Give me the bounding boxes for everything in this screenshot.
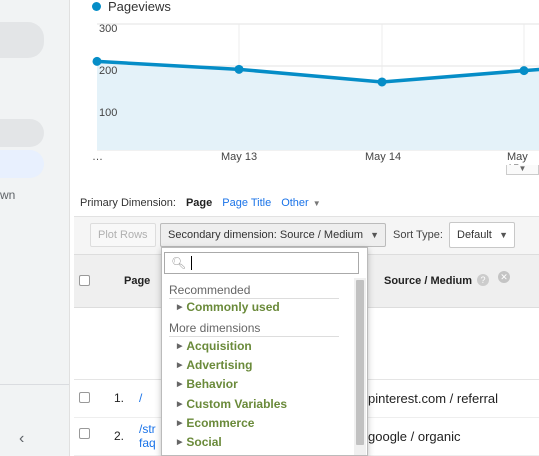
chevron-down-icon: ▼ (499, 230, 508, 240)
dimension-group-social[interactable]: ▶ Social (177, 435, 222, 449)
row-page-link[interactable]: / (139, 391, 143, 405)
text-cursor (191, 256, 192, 270)
y-tick-label: 200 (99, 65, 118, 77)
other-link[interactable]: Other (281, 197, 309, 209)
collapse-sidebar-icon[interactable]: ‹ (19, 430, 25, 447)
legend-label: Pageviews (108, 0, 171, 14)
x-tick-label: May 14 (365, 151, 402, 163)
pageviews-area (97, 61, 539, 150)
caret-right-icon: ▶ (177, 401, 183, 408)
column-header-source-medium[interactable]: Source / Medium (384, 275, 473, 287)
primary-dimension-label: Primary Dimension: (80, 197, 176, 209)
caret-right-icon: ▶ (177, 439, 183, 446)
help-icon[interactable]: ? (477, 274, 489, 286)
sidebar-item-selected[interactable] (0, 150, 44, 178)
row-page-link[interactable]: /str faq (139, 422, 156, 450)
plot-rows-button[interactable]: Plot Rows (90, 223, 156, 247)
search-icon: 🔍︎ (171, 256, 187, 270)
sidebar-divider (0, 384, 69, 385)
caret-right-icon: ▶ (177, 362, 183, 369)
primary-dimension-current: Page (185, 197, 213, 209)
dimension-group-acquisition[interactable]: ▶ Acquisition (177, 339, 252, 353)
caret-right-icon: ▶ (177, 343, 183, 350)
dimension-group-commonly-used[interactable]: ▶ Commonly used (177, 300, 280, 314)
secondary-dimension-select[interactable]: Secondary dimension: Source / Medium ▼ (160, 223, 386, 247)
data-point (377, 77, 387, 87)
row-number: 1. (114, 391, 125, 405)
column-header-page[interactable]: Page (124, 275, 151, 287)
recommended-heading: Recommended (169, 283, 339, 299)
primary-dimension-bar: Primary Dimension: Page Page Title Other… (80, 197, 321, 209)
row-number: 2. (114, 429, 125, 443)
row-source-medium[interactable]: pinterest.com / referral (368, 391, 499, 406)
sort-type-label: Sort Type: (393, 229, 443, 241)
caret-right-icon: ▶ (177, 304, 183, 311)
chevron-down-icon: ▼ (312, 198, 321, 208)
remove-dimension-icon[interactable]: ✕ (498, 271, 510, 283)
chevron-down-icon: ▼ (370, 230, 379, 240)
dimension-search-field[interactable]: 🔍︎ (164, 252, 359, 274)
page-title-link[interactable]: Page Title (222, 197, 272, 209)
row-checkbox[interactable] (79, 428, 90, 439)
dimension-group-ecommerce[interactable]: ▶ Ecommerce (177, 416, 255, 430)
chart-expand-handle[interactable]: ▼ (506, 165, 539, 175)
sort-type-value: Default (457, 229, 492, 241)
secondary-dimension-label: Secondary dimension: Source / Medium (168, 229, 364, 241)
x-tick-label: May 13 (221, 151, 258, 163)
y-tick-label: 300 (99, 23, 118, 35)
y-tick-label: 100 (99, 107, 118, 119)
dimension-search-input[interactable] (189, 255, 354, 271)
left-sidebar: wn ‹ (0, 0, 70, 456)
legend-dot-icon (92, 2, 101, 11)
select-all-checkbox[interactable] (79, 275, 90, 286)
caret-right-icon: ▶ (177, 420, 183, 427)
chart-legend: Pageviews (92, 0, 171, 14)
data-point (519, 66, 529, 76)
x-tick-label: … (92, 151, 103, 163)
row-checkbox[interactable] (79, 392, 90, 403)
sidebar-item[interactable] (0, 119, 44, 147)
secondary-dimension-dropdown: 🔍︎ Recommended ▶ Commonly used More dimen… (161, 247, 368, 456)
row-source-medium[interactable]: google / organic (368, 429, 461, 444)
caret-right-icon: ▶ (177, 381, 183, 388)
dimension-group-advertising[interactable]: ▶ Advertising (177, 358, 253, 372)
data-point (234, 64, 244, 74)
sidebar-search-pill[interactable] (0, 22, 44, 58)
dimension-group-custom-variables[interactable]: ▶ Custom Variables (177, 397, 288, 411)
other-dimension-dropdown[interactable]: Other ▼ (281, 197, 320, 209)
sidebar-partial-label: wn (0, 188, 16, 202)
more-dimensions-heading: More dimensions (169, 321, 339, 337)
dimension-group-behavior[interactable]: ▶ Behavior (177, 377, 238, 391)
pageviews-chart (92, 23, 539, 151)
data-point (92, 56, 102, 66)
sort-type-select[interactable]: Default ▼ (449, 222, 515, 248)
dropdown-scrollbar-thumb[interactable] (356, 280, 364, 445)
